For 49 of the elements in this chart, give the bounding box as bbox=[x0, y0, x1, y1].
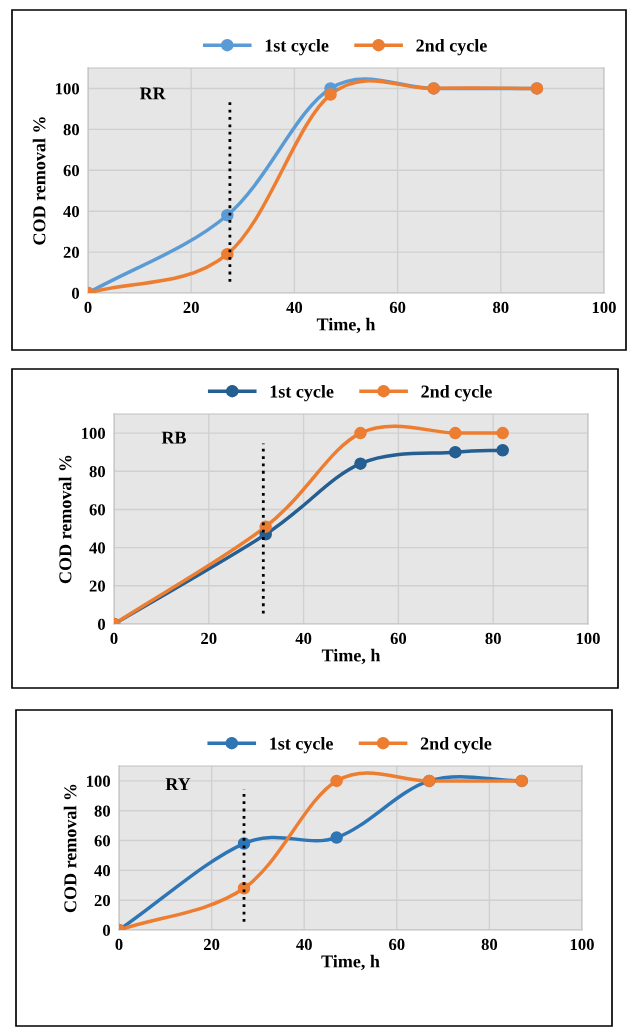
x-tick-label: 80 bbox=[493, 301, 509, 314]
y-tick-label: 80 bbox=[94, 805, 111, 817]
x-axis-title: Time, h bbox=[316, 317, 376, 334]
legend-label: 2nd cycle bbox=[416, 38, 487, 56]
y-tick-label: 60 bbox=[63, 164, 80, 177]
y-tick-label: 0 bbox=[71, 287, 80, 299]
x-axis-title: Time, h bbox=[321, 648, 381, 665]
x-tick-label: 100 bbox=[592, 301, 616, 314]
y-axis-title: COD removal % bbox=[32, 117, 46, 245]
y-tick-label: 80 bbox=[89, 465, 106, 478]
y-tick-label: 100 bbox=[56, 83, 80, 95]
annotation: RB bbox=[161, 431, 186, 444]
y-tick-label: 40 bbox=[89, 542, 106, 554]
legend-label: 2nd cycle bbox=[421, 384, 492, 402]
legend-label: 1st cycle bbox=[270, 384, 334, 402]
y-tick-label: 0 bbox=[97, 618, 106, 630]
y-tick-label: 40 bbox=[63, 205, 80, 218]
y-tick-label: 20 bbox=[63, 246, 80, 259]
y-axis-title: COD removal % bbox=[58, 455, 72, 584]
x-tick-label: 60 bbox=[389, 938, 405, 951]
x-axis-title: Time, h bbox=[321, 954, 380, 971]
legend-label: 1st cycle bbox=[265, 38, 329, 56]
x-tick-label: 100 bbox=[570, 938, 594, 951]
x-tick-label: 80 bbox=[485, 632, 501, 645]
y-tick-label: 60 bbox=[89, 504, 106, 516]
y-tick-label: 20 bbox=[89, 580, 106, 592]
x-tick-label: 40 bbox=[296, 938, 312, 951]
y-tick-label: 0 bbox=[102, 924, 111, 936]
y-tick-label: 100 bbox=[87, 775, 111, 787]
x-tick-label: 20 bbox=[203, 938, 220, 951]
legend-label: 2nd cycle bbox=[420, 736, 492, 754]
x-tick-label: 80 bbox=[481, 938, 498, 951]
x-tick-label: 60 bbox=[390, 632, 407, 645]
y-tick-label: 80 bbox=[63, 124, 80, 136]
x-tick-label: 40 bbox=[295, 632, 312, 645]
y-tick-label: 40 bbox=[94, 865, 111, 877]
y-tick-label: 60 bbox=[94, 835, 111, 847]
annotation: RY bbox=[165, 778, 191, 791]
x-tick-label: 60 bbox=[389, 301, 406, 314]
annotation: RR bbox=[139, 87, 166, 100]
y-tick-label: 20 bbox=[94, 894, 111, 907]
y-axis-title: COD removal % bbox=[63, 784, 77, 913]
x-tick-label: 0 bbox=[115, 938, 123, 951]
x-tick-label: 20 bbox=[201, 632, 217, 645]
legend-label: 1st cycle bbox=[270, 736, 333, 754]
x-tick-label: 100 bbox=[576, 632, 600, 645]
x-tick-label: 40 bbox=[286, 301, 303, 314]
y-tick-label: 100 bbox=[82, 427, 106, 440]
x-tick-label: 20 bbox=[183, 301, 199, 314]
